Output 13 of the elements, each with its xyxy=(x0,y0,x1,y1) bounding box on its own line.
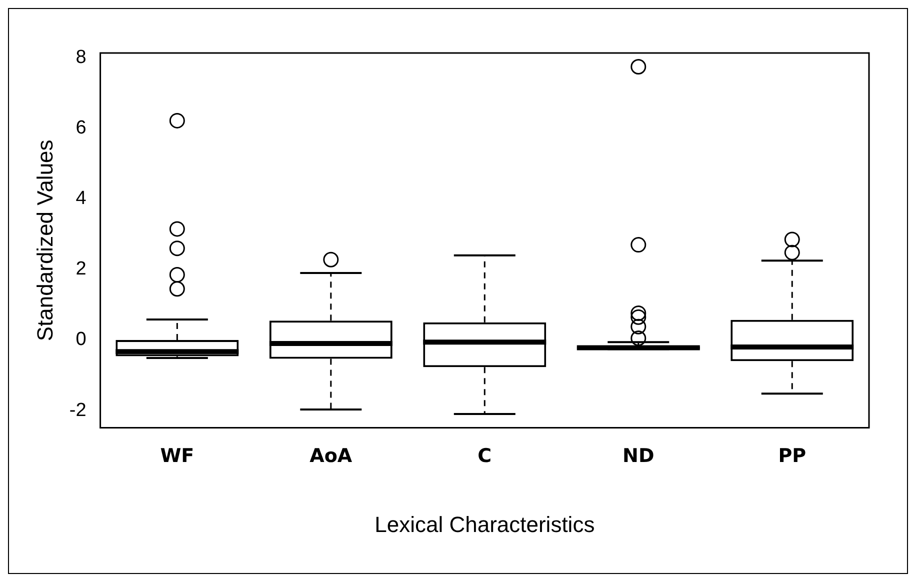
x-tick-label: C xyxy=(478,445,492,468)
x-tick-label: PP xyxy=(778,445,806,468)
y-axis-title: Standardized Values xyxy=(32,140,58,342)
y-tick-label: -2 xyxy=(69,400,86,421)
y-tick-label: 0 xyxy=(76,329,86,350)
x-tick-label: AoA xyxy=(310,445,352,468)
x-tick-label: WF xyxy=(160,445,194,468)
y-tick-label: 4 xyxy=(76,188,87,210)
y-tick-label: 8 xyxy=(76,47,86,68)
y-tick-label: 2 xyxy=(76,258,86,280)
x-axis-title: Lexical Characteristics xyxy=(374,512,595,537)
x-tick-label: ND xyxy=(622,445,654,468)
y-tick-label: 6 xyxy=(76,118,86,139)
